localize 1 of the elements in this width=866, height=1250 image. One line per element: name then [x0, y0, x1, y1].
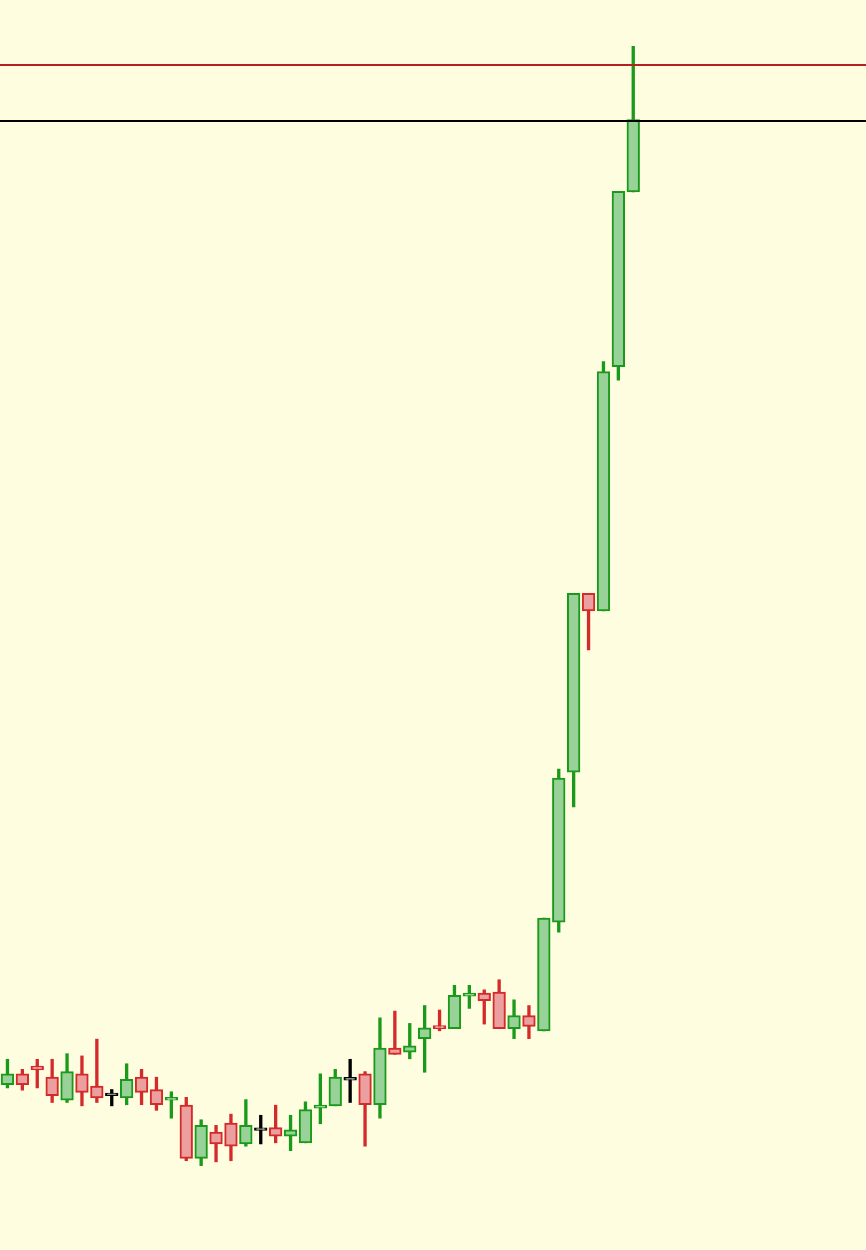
candlestick — [388, 1010, 402, 1055]
